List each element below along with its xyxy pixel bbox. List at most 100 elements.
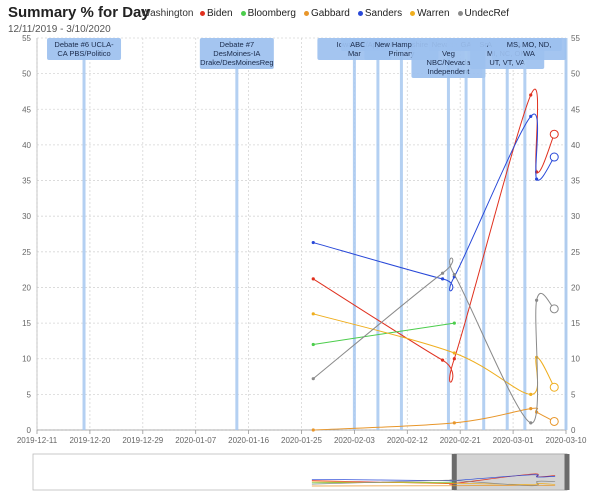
legend-dot-icon	[303, 11, 309, 16]
x-tick-label: 2020-03-10	[546, 436, 587, 445]
event-label-text: Veg	[442, 49, 455, 58]
series-point-sanders	[529, 114, 533, 118]
series-point-gabbard	[529, 407, 533, 411]
y-tick-label-left: 25	[22, 248, 31, 257]
series-point-biden	[452, 357, 456, 361]
event-band	[399, 38, 403, 430]
event-band	[482, 38, 486, 430]
y-tick-label-right: 10	[571, 355, 580, 364]
event-label-text: New Hampshire	[375, 40, 428, 49]
y-tick-label-right: 5	[571, 390, 576, 399]
legend-dot-icon	[240, 11, 246, 16]
event-label-text: Independent	[428, 67, 471, 76]
event-label-text: MS, MO, ND,	[507, 40, 552, 49]
series-point-warren	[311, 312, 315, 316]
x-tick-label: 2020-02-21	[440, 436, 481, 445]
x-tick-label: 2019-12-29	[122, 436, 163, 445]
series-point-warren	[452, 351, 456, 355]
event-label-text: UT, VT, VA	[489, 58, 525, 67]
x-tick-label: 2020-01-16	[228, 436, 269, 445]
legend-item-gabbard[interactable]: Gabbard	[303, 8, 350, 19]
x-tick-label: 2019-12-11	[17, 436, 58, 445]
series-point-undecref	[535, 298, 539, 302]
series-end-marker-gabbard	[549, 416, 559, 426]
event-band	[564, 38, 568, 430]
legend-label: Gabbard	[310, 8, 350, 19]
series-point-sanders	[311, 240, 315, 245]
legend-label: Sanders	[364, 8, 403, 19]
x-tick-label: 2020-03-01	[493, 436, 534, 445]
legend-item-sanders[interactable]: Sanders	[357, 8, 403, 19]
navigator-handle[interactable]	[564, 454, 570, 490]
y-tick-label-right: 55	[571, 34, 580, 43]
x-tick-label: 2020-01-25	[281, 436, 322, 445]
legend-dot-icon	[410, 11, 416, 16]
y-tick-label-right: 50	[571, 70, 580, 79]
series-point-undecref	[311, 377, 315, 381]
event-label-box	[47, 38, 122, 60]
event-label-text: Debate #7	[220, 40, 255, 49]
series-end-marker-biden	[549, 129, 559, 139]
series-point-biden	[311, 277, 315, 281]
y-tick-label-right: 20	[571, 283, 580, 292]
legend-dot-icon	[457, 11, 463, 16]
legend-item-bloomberg[interactable]: Bloomberg	[240, 8, 296, 19]
series-end-marker-undecref	[549, 304, 559, 314]
event-label-text: NBC/Nevada	[427, 58, 472, 67]
date-range: 12/11/2019 - 3/10/2020	[8, 24, 111, 35]
series-point-undecref	[529, 421, 533, 425]
y-tick-label-left: 55	[22, 34, 31, 43]
x-tick-label: 2020-02-03	[334, 436, 375, 445]
legend-item-biden[interactable]: Biden	[200, 8, 233, 19]
series-end-marker-warren	[549, 382, 559, 392]
series-point-sanders	[440, 277, 445, 281]
legend-dot-icon	[357, 11, 363, 16]
y-tick-label-right: 15	[571, 319, 580, 328]
y-tick-label-left: 45	[22, 105, 31, 114]
event-label-text: Primary	[389, 49, 415, 58]
legend-item-undecref[interactable]: UndecRef	[457, 8, 509, 19]
series-point-biden	[529, 93, 533, 97]
navigator-series-warren	[311, 481, 556, 486]
series-line-gabbard	[313, 407, 555, 431]
legend-label: Bloomberg	[247, 8, 296, 19]
event-band	[352, 38, 356, 430]
y-tick-label-left: 40	[22, 141, 31, 150]
navigator-handle[interactable]	[451, 454, 457, 490]
x-tick-label: 2019-12-20	[69, 436, 110, 445]
event-label-box	[492, 38, 566, 60]
event-label-text: DesMoines-IA	[213, 49, 260, 58]
y-tick-label-left: 10	[22, 355, 31, 364]
y-tick-label-right: 25	[571, 248, 580, 257]
event-band	[523, 38, 527, 430]
event-label-text: Drake/DesMoinesReg	[200, 58, 273, 67]
event-band	[464, 38, 468, 430]
series-point-gabbard	[452, 421, 456, 425]
series-point-warren	[529, 392, 533, 396]
series-point-gabbard	[311, 428, 315, 432]
series-point-bloomberg	[452, 321, 456, 325]
event-band	[82, 38, 86, 430]
y-tick-label-left: 50	[22, 70, 31, 79]
x-tick-label: 2020-02-12	[387, 436, 428, 445]
series-point-biden	[440, 358, 445, 362]
y-tick-label-left: 30	[22, 212, 31, 221]
series-line-bloomberg	[313, 322, 455, 345]
y-tick-label-left: 5	[27, 390, 32, 399]
chart-title: Summary % for Day	[8, 4, 150, 21]
event-band	[376, 38, 380, 430]
y-tick-label-left: 35	[22, 177, 31, 186]
legend-item-warren[interactable]: Warren	[410, 8, 450, 19]
series-point-sanders	[535, 177, 539, 181]
y-tick-label-left: 0	[27, 426, 32, 435]
event-label-text: Mar	[348, 49, 361, 58]
legend-label: UndecRef	[464, 8, 509, 19]
event-label-text: WA	[523, 49, 535, 58]
y-tick-label-right: 35	[571, 177, 580, 186]
y-tick-label-left: 20	[22, 283, 31, 292]
y-tick-label-right: 30	[571, 212, 580, 221]
series-point-undecref	[440, 271, 445, 275]
y-tick-label-right: 45	[571, 105, 580, 114]
event-band	[235, 38, 239, 430]
